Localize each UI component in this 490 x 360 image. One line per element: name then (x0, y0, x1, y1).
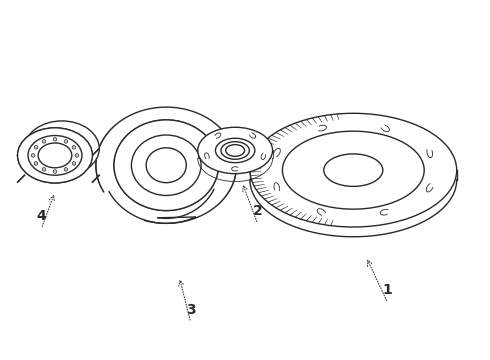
Circle shape (72, 162, 76, 165)
Ellipse shape (114, 120, 219, 211)
Circle shape (53, 170, 57, 173)
Circle shape (42, 140, 46, 143)
Ellipse shape (216, 138, 255, 163)
Ellipse shape (97, 105, 236, 226)
Ellipse shape (28, 135, 82, 175)
Ellipse shape (18, 128, 93, 183)
Ellipse shape (24, 121, 99, 176)
Ellipse shape (114, 120, 219, 211)
Circle shape (75, 154, 78, 157)
Ellipse shape (282, 131, 424, 209)
Ellipse shape (131, 135, 201, 195)
Ellipse shape (198, 127, 272, 174)
Circle shape (31, 154, 35, 157)
Ellipse shape (38, 143, 72, 168)
Text: 1: 1 (383, 283, 392, 297)
Text: 3: 3 (186, 303, 196, 317)
Circle shape (64, 168, 68, 171)
Circle shape (72, 145, 76, 149)
Ellipse shape (146, 148, 186, 183)
Ellipse shape (221, 142, 249, 159)
Circle shape (34, 145, 38, 149)
Circle shape (42, 168, 46, 171)
Circle shape (53, 138, 57, 141)
Circle shape (64, 140, 68, 143)
Ellipse shape (324, 154, 383, 186)
Text: 2: 2 (253, 204, 263, 219)
Ellipse shape (146, 148, 186, 183)
Circle shape (34, 162, 38, 165)
Ellipse shape (131, 135, 201, 195)
Ellipse shape (226, 145, 245, 156)
Ellipse shape (18, 128, 93, 183)
Text: 4: 4 (36, 209, 46, 223)
Ellipse shape (250, 113, 457, 227)
